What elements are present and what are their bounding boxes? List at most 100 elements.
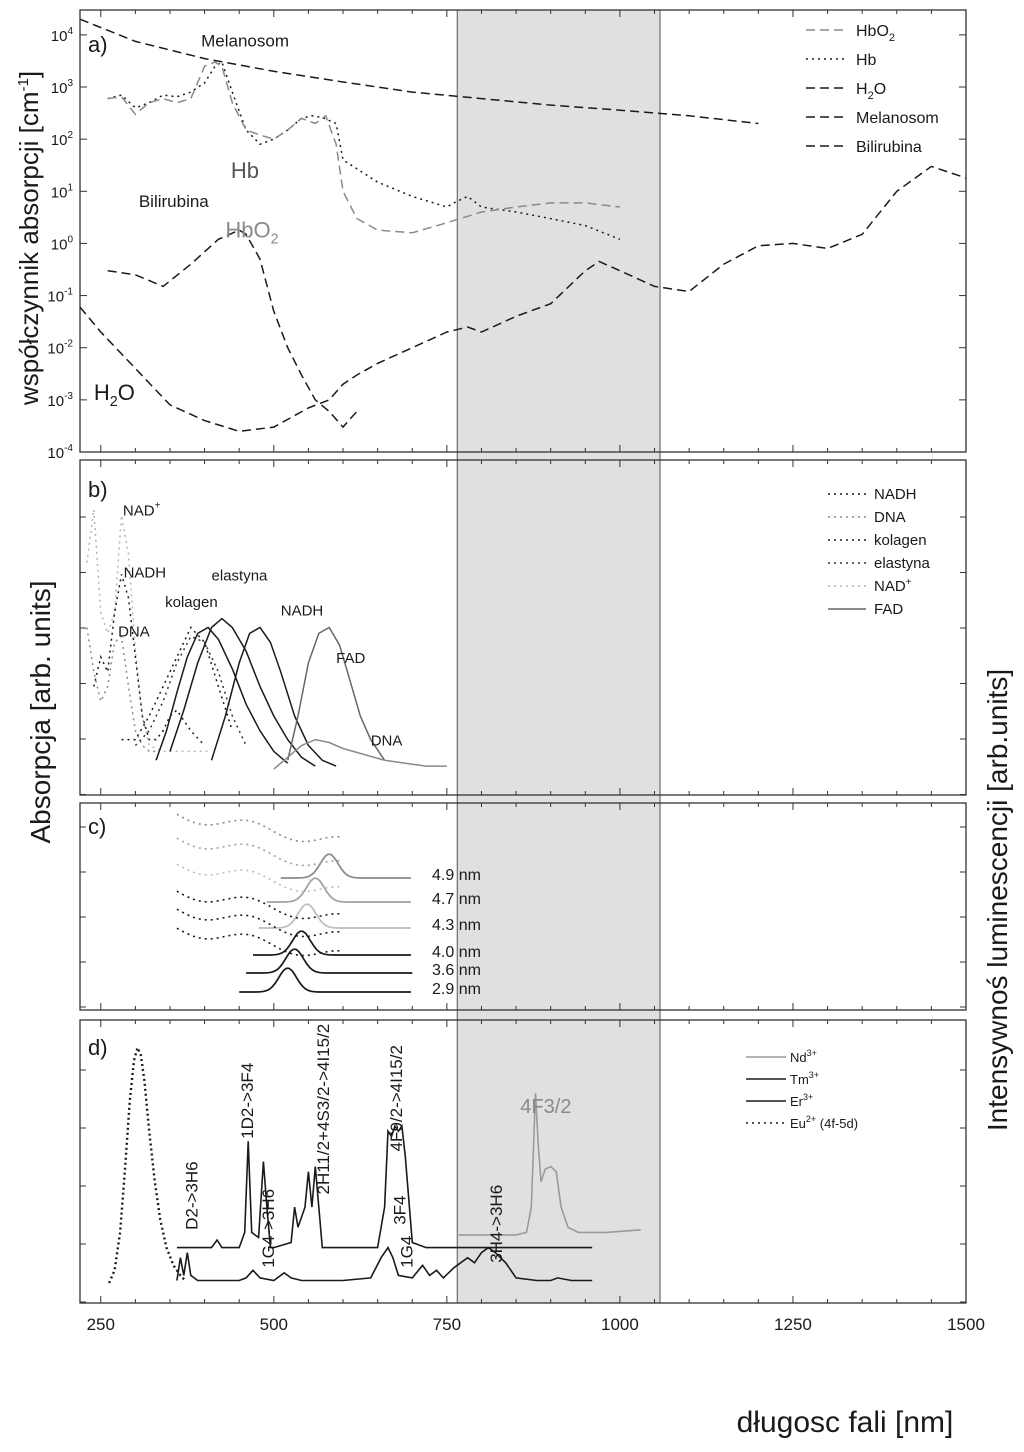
y-axis-label-right: Intensywnoś luminescencji [arb.units]	[982, 669, 1013, 1131]
series-b-elastyna-abs	[134, 635, 247, 747]
series-c-excitation	[176, 813, 344, 843]
panel-label-d: d)	[88, 1035, 108, 1060]
row-label-c: 4.0 nm	[432, 944, 481, 961]
annotation-a: Bilirubina	[139, 192, 209, 211]
annotation-b: FAD	[336, 650, 365, 667]
x-tick-label: 500	[260, 1315, 288, 1334]
row-label-c: 4.3 nm	[432, 917, 481, 934]
annotation-d: 1G4	[397, 1236, 416, 1268]
plot-layer	[79, 18, 967, 1284]
x-tick-label: 1000	[601, 1315, 639, 1334]
panel-label-b: b)	[88, 477, 108, 502]
series-c-emission	[253, 930, 411, 956]
x-axis-label: długosc fali [nm]	[737, 1406, 954, 1439]
annotation-b: DNA	[118, 623, 150, 640]
legend-d-entry: Eu2+ (4f-5d)	[790, 1114, 858, 1131]
row-label-c: 4.9 nm	[432, 867, 481, 884]
y-tick-label: 10-3	[47, 391, 73, 410]
annotation-b: kolagen	[165, 594, 218, 611]
legend-b-entry: DNA	[874, 509, 906, 526]
legend-b-entry: FAD	[874, 601, 903, 618]
panel-frame	[79, 1019, 967, 1304]
highlight-band-layer	[456, 9, 661, 1304]
series-c-excitation	[176, 890, 344, 920]
annotation-d: 3H4->3H6	[487, 1185, 506, 1263]
row-label-c: 2.9 nm	[432, 981, 481, 998]
y-tick-label: 10-1	[47, 287, 73, 306]
series-b-dna-em	[273, 738, 447, 770]
annotation-d: 4F9/2->4I15/2	[387, 1045, 406, 1151]
annotation-b: elastyna	[212, 567, 269, 584]
row-label-c: 3.6 nm	[432, 962, 481, 979]
labels-layer: 250 500 750 1000 1250 1500 a) 104 103 102 101 100 10…	[47, 23, 985, 1334]
series-d-eu2-	[107, 1044, 187, 1284]
y-tick-label: 100	[51, 234, 74, 253]
series-c-emission	[239, 967, 411, 993]
y-axis-label-a-sup: -1	[15, 78, 32, 91]
series-d-tm3-upper-	[176, 1123, 593, 1249]
annotation-d: 1G4->3H6	[259, 1189, 278, 1268]
y-tick-label: 10-4	[47, 443, 73, 462]
legend-b-entry: elastyna	[874, 555, 931, 572]
series-c-excitation	[176, 908, 344, 938]
annotation-b: NADH	[124, 564, 167, 581]
series-c-emission	[246, 948, 413, 974]
y-tick-label: 102	[51, 130, 74, 149]
series-c-excitation	[176, 863, 344, 893]
legend-a-entry: H2O	[856, 81, 886, 102]
series-c-excitation	[176, 927, 344, 957]
series-c-excitation	[176, 837, 344, 867]
series-d-nd3-	[457, 1093, 641, 1236]
y-tick-label: 103	[51, 78, 74, 97]
series-b-fad-em	[286, 626, 386, 761]
x-tick-label: 250	[87, 1315, 115, 1334]
series-c-emission	[280, 853, 411, 879]
series-c-emission	[258, 903, 411, 929]
annotation-d: 2H11/2+4S3/2->4I15/2	[314, 1024, 333, 1195]
series-a-melanosom	[79, 18, 759, 125]
panel-label-c: c)	[88, 814, 106, 839]
series-b-kolagen-abs	[121, 626, 234, 741]
annotation-a: H2O	[94, 380, 135, 410]
series-a-hbo2	[107, 61, 620, 234]
series-b-nadh-em	[210, 626, 337, 767]
legend-d-entry: Nd3+	[790, 1048, 817, 1065]
annotation-d: D2->3H6	[183, 1161, 202, 1230]
annotation-d: 3F4	[390, 1196, 409, 1225]
y-tick-label: 101	[51, 182, 74, 201]
legend-a-entry: HbO2	[856, 23, 895, 44]
panel-label-a: a)	[88, 32, 108, 57]
row-label-c: 4.7 nm	[432, 891, 481, 908]
panel-frames	[79, 9, 967, 1304]
series-a-bilirubina	[107, 229, 358, 429]
series-b-kolagen-em	[155, 626, 289, 764]
panel-frame	[79, 802, 967, 1011]
legend-a-entry: Melanosom	[856, 110, 939, 127]
legend-a-entry: Hb	[856, 52, 877, 69]
highlight-band	[456, 9, 661, 1304]
annotation-b: NAD+	[123, 500, 161, 519]
series-a-h2o	[79, 165, 967, 433]
legend-d-entry: Tm3+	[790, 1070, 819, 1087]
y-axis-label-a: współczynnik absorpcji [cm-1]	[14, 71, 44, 406]
x-tick-label: 750	[433, 1315, 461, 1334]
legend-b-entry: NADH	[874, 486, 917, 503]
series-b-nadh-abs	[93, 574, 206, 747]
y-tick-label: 10-2	[47, 339, 73, 358]
annotation-a: HbO2	[225, 217, 278, 247]
annotation-b: NADH	[281, 603, 324, 620]
annotation-d: 4F3/2	[520, 1096, 571, 1118]
annotation-a: Hb	[231, 158, 259, 183]
legend-a-entry: Bilirubina	[856, 139, 922, 156]
y-axis-label-b: Absorpcja [arb. units]	[25, 580, 56, 843]
y-tick-label: 104	[51, 26, 74, 45]
legend-b-entry: NAD+	[874, 577, 912, 595]
x-tick-label: 1500	[947, 1315, 985, 1334]
annotation-b: DNA	[371, 733, 403, 750]
series-d-er3-lower-	[176, 1246, 593, 1282]
series-c-emission	[266, 877, 411, 903]
annotation-a: Melanosom	[201, 31, 289, 50]
series-a-hb	[107, 60, 621, 240]
series-b-dna-abs	[86, 627, 157, 753]
